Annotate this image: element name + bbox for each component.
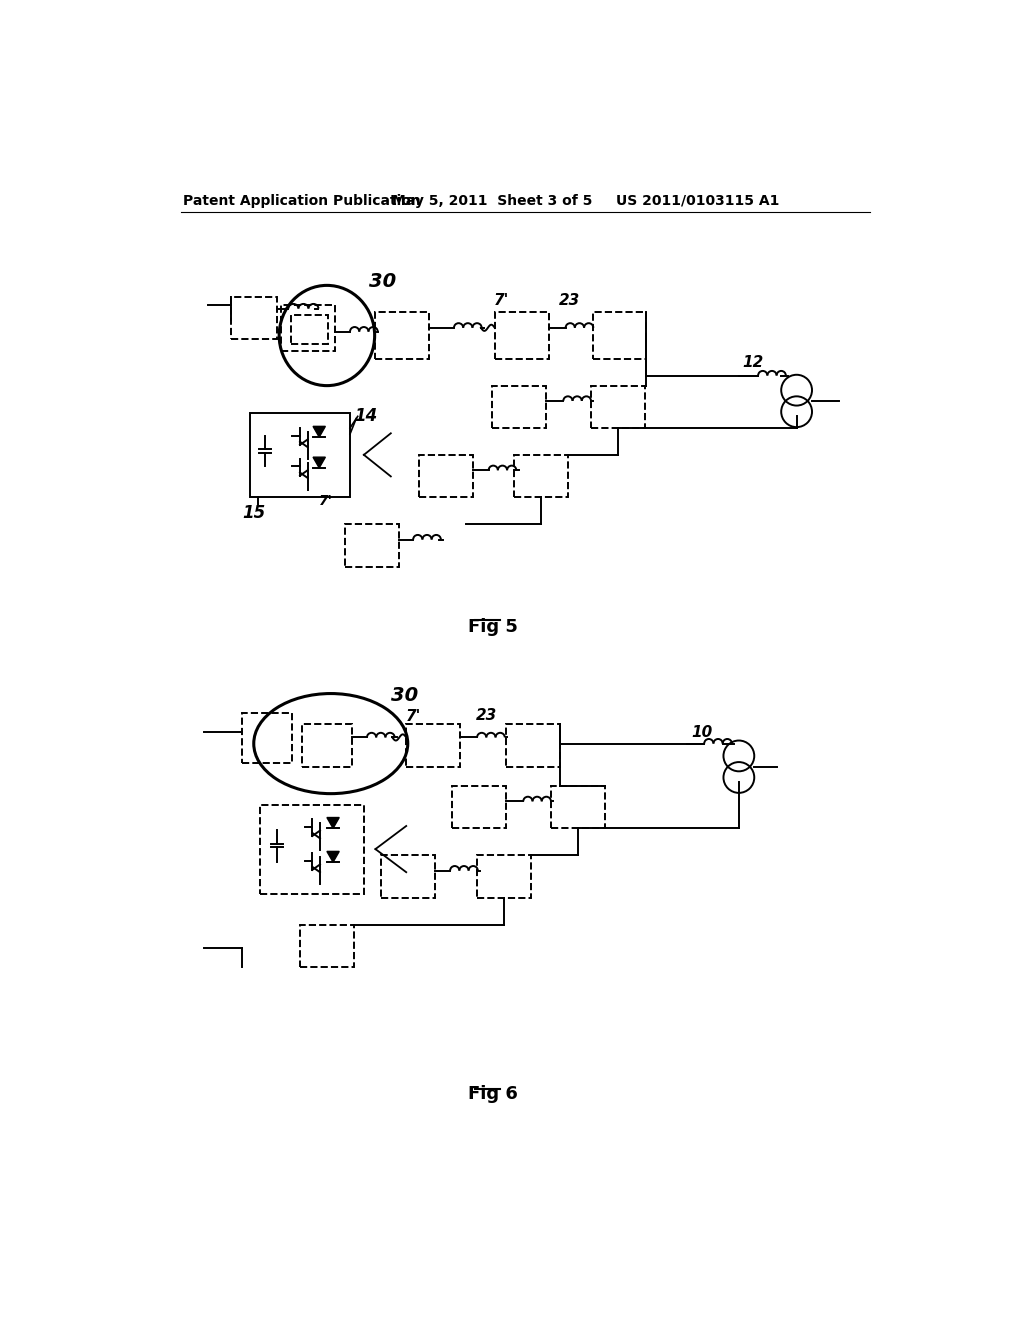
Bar (381, 855, 435, 898)
Bar (514, 455, 568, 498)
Bar (593, 313, 646, 359)
Text: Fig 5: Fig 5 (468, 618, 517, 635)
Bar (551, 785, 605, 829)
Bar (419, 455, 473, 498)
Text: 12: 12 (742, 355, 764, 370)
Text: 7': 7' (407, 709, 422, 725)
Bar (281, 305, 335, 351)
Bar (301, 725, 351, 767)
Polygon shape (313, 426, 326, 437)
Bar (345, 524, 398, 566)
Text: 15: 15 (243, 504, 265, 521)
Text: 7': 7' (494, 293, 509, 309)
Bar (291, 314, 328, 345)
Text: 7': 7' (319, 494, 333, 508)
Bar (260, 805, 364, 894)
Text: 10: 10 (691, 725, 713, 739)
Text: Patent Application Publication: Patent Application Publication (183, 194, 421, 207)
Bar (591, 385, 645, 428)
Polygon shape (313, 457, 326, 469)
Text: Fig 6: Fig 6 (468, 1085, 517, 1104)
Bar (407, 725, 460, 767)
Bar (493, 385, 547, 428)
Text: May 5, 2011  Sheet 3 of 5: May 5, 2011 Sheet 3 of 5 (392, 194, 593, 207)
Text: 30: 30 (391, 686, 418, 705)
Text: US 2011/0103115 A1: US 2011/0103115 A1 (615, 194, 779, 207)
Bar (376, 313, 429, 359)
Text: 23: 23 (559, 293, 580, 309)
Bar (230, 297, 276, 339)
Bar (250, 412, 350, 498)
Bar (495, 313, 549, 359)
Polygon shape (327, 851, 339, 862)
Text: 14: 14 (354, 408, 377, 425)
Polygon shape (327, 817, 339, 829)
Bar (300, 924, 354, 966)
Bar (477, 855, 531, 898)
Bar (506, 725, 560, 767)
Bar (243, 713, 292, 763)
Text: 23: 23 (475, 709, 497, 723)
Bar (453, 785, 506, 829)
Text: 30: 30 (370, 272, 396, 292)
